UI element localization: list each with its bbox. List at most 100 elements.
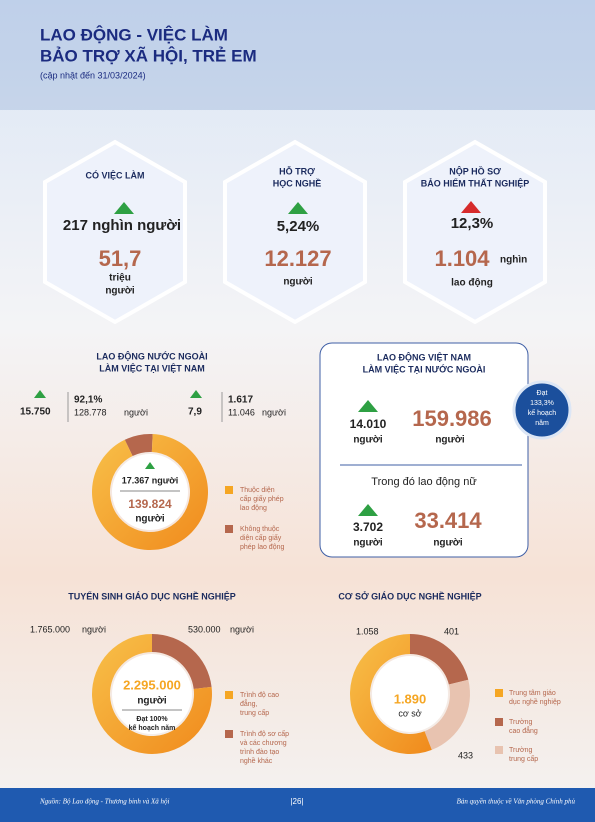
card-value: 12.127 xyxy=(264,246,331,271)
donut-segment xyxy=(92,434,209,550)
total-value: 2.295.000 xyxy=(123,677,181,692)
value: 159.986 xyxy=(412,406,492,431)
header-band xyxy=(0,0,595,110)
legend-label: Trình độ cao xyxy=(240,692,279,699)
legend-swatch xyxy=(225,730,233,738)
card-unit: triệu xyxy=(109,273,131,284)
note: Đạt 100% xyxy=(136,716,168,723)
donut-center xyxy=(372,656,448,732)
card-title: CÓ VIỆC LÀM xyxy=(85,169,144,180)
section-title: LAO ĐỘNG VIỆT NAM xyxy=(377,351,471,362)
donut-segment xyxy=(424,679,471,750)
unit: người xyxy=(435,435,465,446)
legend-swatch xyxy=(495,689,503,697)
up-icon xyxy=(114,202,134,214)
enrollment: TUYỂN SINH GIÁO DỤC NGHỀ NGHIỆP 1.765.00… xyxy=(30,590,254,738)
badge-text: Đạt xyxy=(537,390,548,397)
cards: CÓ VIỆC LÀM 217 nghìn người 51,7 triệu n… xyxy=(43,139,547,325)
card-change: 217 nghìn người xyxy=(63,217,181,234)
legend-label: Trường xyxy=(509,747,533,754)
legend-label: Trung tâm giáo xyxy=(509,690,556,697)
segment-label: 1.058 xyxy=(356,626,379,636)
legend-label: nghề khác xyxy=(240,756,273,765)
unit: người xyxy=(353,538,383,549)
change: 14.010 xyxy=(350,417,387,431)
section-title: LÀM VIỆC TẠI NƯỚC NGOÀI xyxy=(363,363,486,374)
donut-center xyxy=(112,454,188,530)
up-icon xyxy=(145,462,155,469)
card-value: 51,7 xyxy=(99,246,142,271)
donut-segment xyxy=(410,634,469,685)
card-unit: nghìn xyxy=(500,255,527,266)
card-change: 5,24% xyxy=(277,218,320,235)
legend-label: cao đẳng xyxy=(509,726,538,735)
card-title: HỌC NGHỀ xyxy=(273,178,322,188)
card-change: 12,3% xyxy=(451,215,494,232)
legend-swatch xyxy=(495,718,503,726)
unit: người xyxy=(353,435,383,446)
donut-center xyxy=(112,654,192,734)
page-number: |26| xyxy=(290,797,303,806)
legend-label: diện cấp giấy xyxy=(240,533,282,542)
card-title: BẢO HIỂM THẤT NGHIỆP xyxy=(421,177,530,188)
box xyxy=(319,342,529,558)
count: 128.778 xyxy=(74,407,107,417)
section-title: CƠ SỞ GIÁO DỤC NGHỀ NGHIỆP xyxy=(338,590,481,601)
foreign-workers: LAO ĐỘNG NƯỚC NGOÀI LÀM VIỆC TẠI VIỆT NA… xyxy=(20,350,286,533)
facilities: CƠ SỞ GIÁO DỤC NGHỀ NGHIỆP 1.058 401 433 xyxy=(338,590,503,760)
title: LAO ĐỘNG - VIỆC LÀM xyxy=(40,25,228,44)
card-unit: người xyxy=(283,277,313,288)
section-title: TUYỂN SINH GIÁO DỤC NGHỀ NGHIỆP xyxy=(68,590,236,601)
value: 33.414 xyxy=(414,508,482,533)
change: 3.702 xyxy=(353,520,383,534)
change: 15.750 xyxy=(20,407,51,418)
card-title: NỘP HỒ SƠ xyxy=(449,165,501,176)
section-title: LÀM VIỆC TẠI VIỆT NAM xyxy=(99,362,205,373)
segment-label: 433 xyxy=(458,750,473,760)
legend-swatch xyxy=(225,525,233,533)
legend-swatch xyxy=(495,746,503,754)
legend-label: phép lao động xyxy=(240,544,284,551)
up-icon xyxy=(358,400,378,412)
badge xyxy=(512,380,572,440)
unit: người xyxy=(262,407,286,417)
card xyxy=(403,139,547,325)
unit: người xyxy=(433,538,463,549)
legend-label: dục nghề nghiệp xyxy=(509,697,561,706)
legend-label: trung cấp xyxy=(240,708,269,717)
footer-band xyxy=(0,788,595,822)
segment-label: 401 xyxy=(444,626,459,636)
legend-label: trung cấp xyxy=(509,754,538,763)
total-unit: người xyxy=(137,696,167,707)
badge-text: năm xyxy=(535,420,549,427)
up-icon xyxy=(461,201,481,213)
total-value: 1.890 xyxy=(394,691,427,706)
total-unit: người xyxy=(135,514,165,525)
card-unit: người xyxy=(105,286,135,297)
legend-label: Trình độ sơ cấp xyxy=(240,729,289,738)
share: 92,1% xyxy=(74,395,102,406)
badge-text: 133,3% xyxy=(530,400,554,407)
donut-segment xyxy=(152,634,212,689)
title: BẢO TRỢ XÃ HỘI, TRẺ EM xyxy=(40,45,257,65)
card xyxy=(223,139,367,325)
source: Nguồn: Bộ Lao động - Thương binh và Xã h… xyxy=(39,798,170,806)
section-title: LAO ĐỘNG NƯỚC NGOÀI xyxy=(96,350,207,361)
donut-segment xyxy=(124,434,153,456)
updated: (cập nhật đến 31/03/2024) xyxy=(40,70,146,80)
legend-label: trình đào tạo xyxy=(240,749,279,756)
segment-label: 1.765.000 xyxy=(30,624,70,634)
donut-segment xyxy=(350,634,432,754)
note: kế hoạch năm xyxy=(129,724,176,732)
donut-segment xyxy=(92,634,212,755)
unit: người xyxy=(230,624,254,634)
share: 1.617 xyxy=(228,395,253,406)
legend-label: cấp giấy phép xyxy=(240,494,284,503)
count: 11.046 xyxy=(228,407,255,417)
segment-label: 530.000 xyxy=(188,624,221,634)
unit: người xyxy=(82,624,106,634)
card-title: HỖ TRỢ xyxy=(279,165,315,176)
legend-label: Thuộc diện xyxy=(240,487,275,494)
up-icon xyxy=(288,202,308,214)
